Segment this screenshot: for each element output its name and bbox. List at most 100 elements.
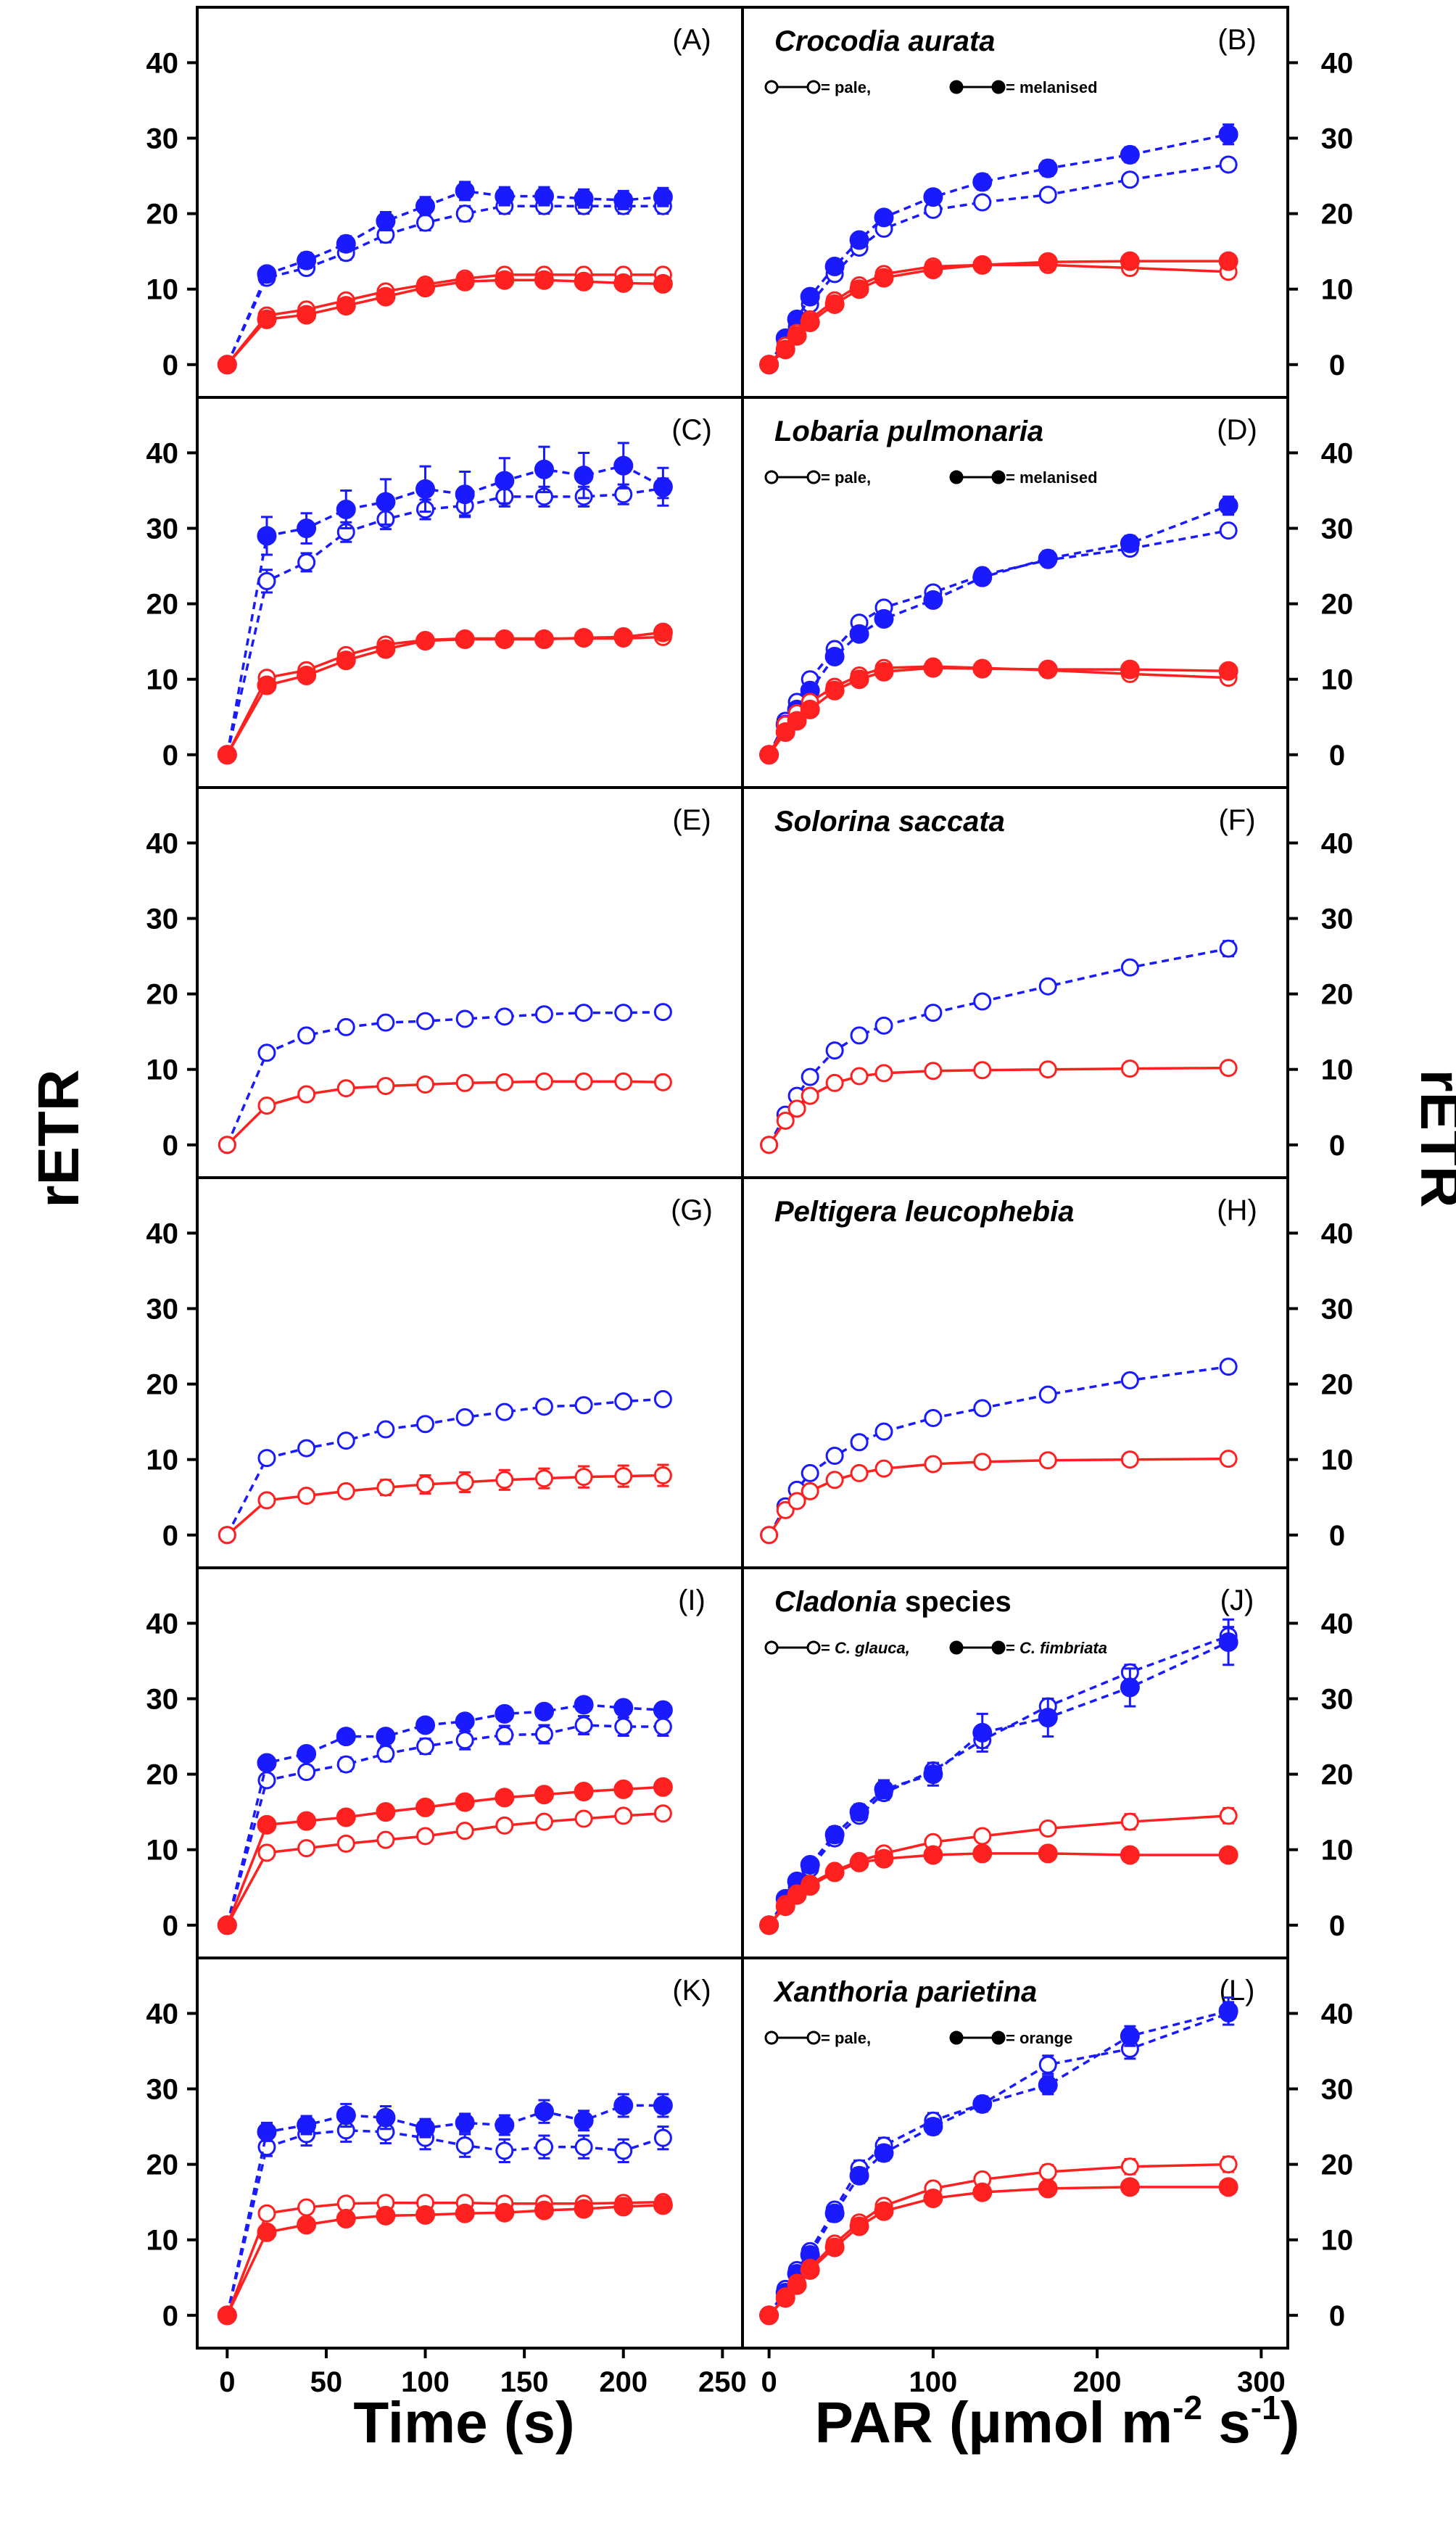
series-line [768, 1640, 1229, 1926]
y-tick-label: 40 [146, 437, 179, 469]
data-point [825, 1041, 844, 1060]
data-point [495, 1703, 515, 1724]
data-point [874, 207, 894, 228]
data-point [257, 1044, 276, 1062]
data-point [297, 1811, 317, 1831]
panel-E: 0 10 20 30 40 (E) [146, 786, 744, 1179]
data-point [1038, 1819, 1057, 1838]
data-point [376, 492, 396, 512]
data-point [849, 1802, 869, 1822]
data-point [257, 264, 277, 284]
data-point [924, 1455, 943, 1474]
series-red-solid-filled [759, 2177, 1238, 2326]
y-tick-label: 0 [1329, 1910, 1345, 1942]
series-line [768, 133, 1229, 365]
series-red-solid-open [218, 1463, 672, 1545]
y-tick-label: 30 [146, 2074, 179, 2106]
data-point [924, 1408, 943, 1427]
data-point [759, 1915, 779, 1935]
data-point [297, 518, 317, 539]
data-point [923, 187, 943, 207]
data-point [973, 1399, 992, 1418]
data-point [1120, 1677, 1140, 1698]
data-point [297, 305, 317, 325]
data-point [534, 186, 554, 207]
series-blue-dashed-open [760, 1626, 1238, 1935]
data-point [574, 1782, 594, 1802]
data-point [849, 279, 869, 299]
data-point [653, 1389, 672, 1408]
data-point [534, 1701, 554, 1722]
legend-entry: = pale, [821, 78, 871, 96]
data-point [336, 1755, 355, 1774]
legend-marker-open [764, 1640, 779, 1655]
data-point [257, 675, 277, 695]
series-blue-dashed-filled [759, 495, 1238, 765]
data-point [534, 1785, 554, 1805]
legend-marker-open [806, 2030, 821, 2045]
series-red-solid-open [760, 1450, 1238, 1545]
data-point [800, 312, 820, 332]
data-point [653, 2128, 672, 2147]
data-point [824, 646, 845, 666]
legend-marker-filled [991, 80, 1006, 94]
panel-frame [196, 1566, 744, 1959]
legend-marker-filled [949, 2030, 964, 2045]
data-point [653, 1466, 672, 1485]
series-blue-dashed-open [760, 521, 1238, 764]
data-point [455, 204, 474, 223]
data-point [653, 1777, 673, 1797]
data-point [1038, 977, 1057, 996]
data-point [787, 711, 807, 731]
data-point [574, 1468, 593, 1487]
y-tick-label: 40 [1321, 437, 1354, 469]
data-point [614, 1072, 633, 1091]
data-point [455, 1822, 474, 1840]
data-point [923, 1764, 943, 1785]
y-tick-label: 10 [1321, 1835, 1354, 1867]
data-point [534, 1724, 553, 1743]
series-line [226, 1785, 663, 1926]
data-point [534, 270, 554, 290]
data-point [574, 1396, 593, 1415]
legend-marker-open [764, 470, 779, 484]
species-name: Peltigera leucophebia [774, 1196, 1074, 1228]
data-point [336, 650, 356, 671]
data-point [973, 193, 992, 212]
data-point [217, 2305, 237, 2326]
data-point [1038, 548, 1058, 569]
data-point [1120, 2157, 1139, 2176]
y-tick-label: 30 [146, 1294, 179, 1326]
data-point [1218, 1845, 1238, 1865]
species-name: Xanthoria parietina [773, 1976, 1037, 2008]
data-point [1120, 1450, 1139, 1469]
data-point [455, 1408, 474, 1426]
data-point [874, 1422, 893, 1441]
x-tick-label: 100 [401, 2366, 450, 2398]
data-point [455, 1009, 474, 1028]
data-point [534, 2200, 554, 2220]
data-point [574, 2199, 594, 2219]
data-point [614, 2141, 633, 2160]
data-point [972, 567, 993, 587]
data-point [973, 1827, 992, 1846]
series-line [226, 1811, 663, 1926]
data-point [759, 2305, 779, 2326]
x-axis-title-right-mid: s [1202, 2390, 1251, 2455]
data-point [800, 1855, 820, 1875]
series-red-solid-open [218, 1072, 672, 1154]
data-point [874, 608, 894, 629]
y-tick-label: 0 [162, 2300, 178, 2332]
legend-label: C. fimbriata [1019, 1639, 1107, 1657]
data-point [1219, 1059, 1238, 1078]
y-tick-label: 40 [1321, 1608, 1354, 1640]
data-point [614, 1467, 633, 1486]
data-point [613, 273, 634, 293]
data-point [653, 476, 673, 497]
legend-marker-filled [949, 470, 964, 484]
data-point [653, 1804, 672, 1823]
data-point [257, 1096, 276, 1115]
legend-marker-open [806, 80, 821, 94]
series-red-solid-filled [759, 251, 1238, 375]
species-name: Solorina saccata [774, 806, 1005, 838]
